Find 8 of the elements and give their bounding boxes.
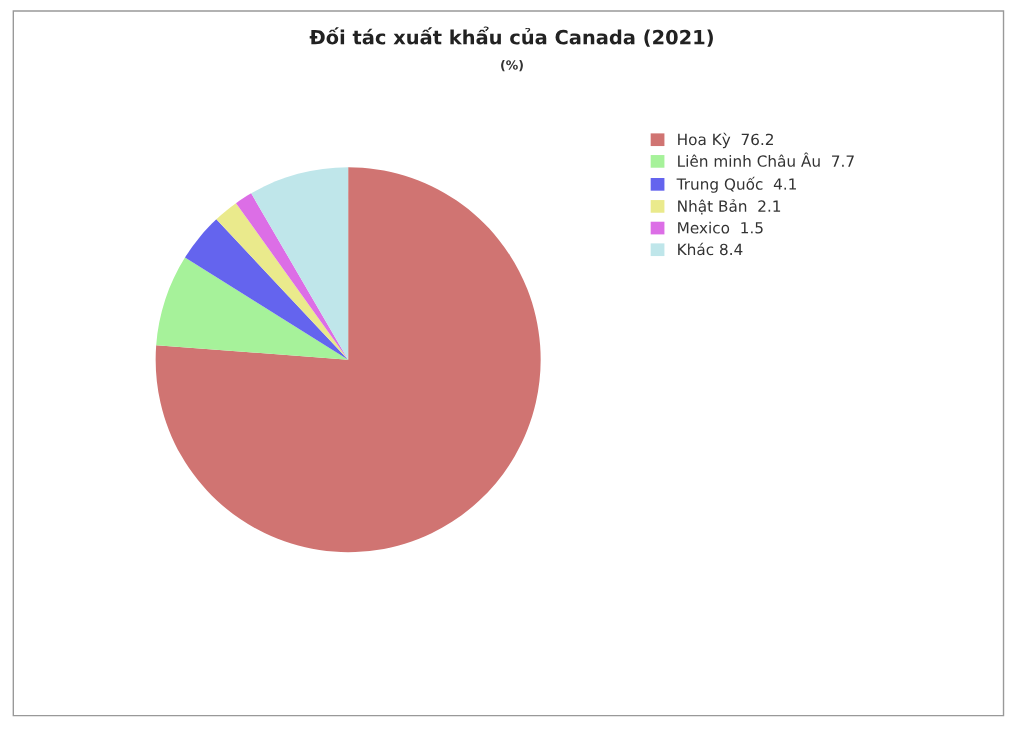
legend-label: Trung Quốc 4.1	[676, 176, 796, 193]
legend-label: Nhật Bản 2.1	[678, 199, 781, 215]
legend-label: Hoa Kỳ 76.2	[678, 132, 773, 149]
legend-label: Liên minh Châu Âu 7.7	[678, 152, 854, 167]
legend-label: Khác 8.4	[678, 242, 743, 256]
chart-subtitle: (%)	[501, 60, 523, 72]
chart-title: Đối tác xuất khẩu của Canada (2021)	[309, 26, 713, 47]
legend-label: Mexico 1.5	[678, 221, 763, 234]
